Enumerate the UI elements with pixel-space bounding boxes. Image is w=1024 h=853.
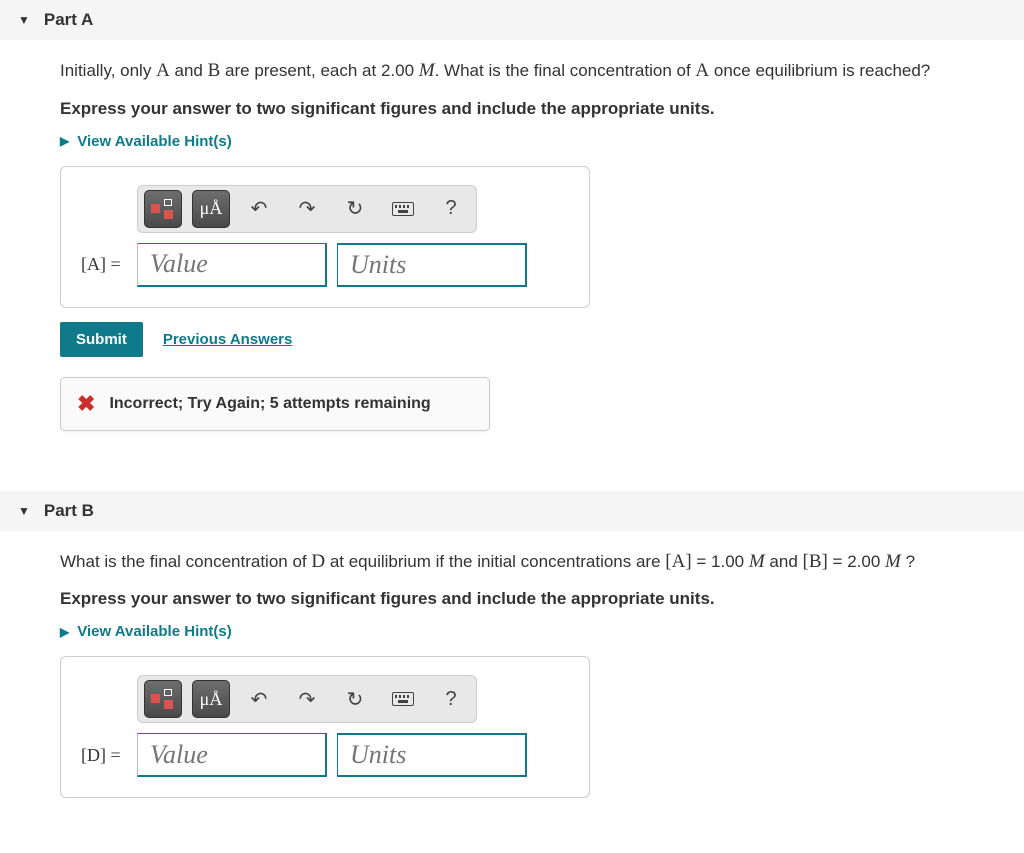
reset-button[interactable]: ↻	[336, 190, 374, 228]
answer-input-row: [D] =	[81, 733, 569, 777]
keyboard-button[interactable]	[384, 190, 422, 228]
units-symbol-button[interactable]: μÅ	[192, 190, 230, 228]
template-icon	[151, 199, 175, 219]
expand-icon: ▶	[60, 625, 69, 639]
undo-icon: ↶	[251, 687, 268, 712]
units-input[interactable]	[337, 733, 527, 777]
hints-label: View Available Hint(s)	[77, 623, 232, 640]
incorrect-icon: ✖	[77, 391, 95, 417]
previous-answers-link[interactable]: Previous Answers	[163, 331, 293, 348]
part-a-body: Initially, only A and B are present, eac…	[0, 58, 1024, 461]
units-input[interactable]	[337, 243, 527, 287]
template-button[interactable]	[144, 190, 182, 228]
expand-icon: ▶	[60, 134, 69, 148]
undo-button[interactable]: ↶	[240, 680, 278, 718]
keyboard-button[interactable]	[384, 680, 422, 718]
input-toolbar: μÅ ↶ ↷ ↻ ?	[137, 185, 477, 233]
view-hints-link[interactable]: ▶ View Available Hint(s)	[60, 133, 964, 150]
value-input[interactable]	[137, 243, 327, 287]
part-b-title: Part B	[44, 501, 94, 521]
part-b-question: What is the final concentration of D at …	[60, 549, 964, 576]
help-icon: ?	[445, 197, 456, 220]
input-toolbar: μÅ ↶ ↷ ↻ ?	[137, 675, 477, 723]
part-b-header[interactable]: ▼ Part B	[0, 491, 1024, 531]
feedback-box: ✖ Incorrect; Try Again; 5 attempts remai…	[60, 377, 490, 431]
help-icon: ?	[445, 688, 456, 711]
reset-button[interactable]: ↻	[336, 680, 374, 718]
hints-label: View Available Hint(s)	[77, 133, 232, 150]
reset-icon: ↻	[347, 196, 364, 221]
redo-icon: ↷	[299, 196, 316, 221]
help-button[interactable]: ?	[432, 680, 470, 718]
answer-card-b: μÅ ↶ ↷ ↻ ? [D] =	[60, 656, 590, 798]
part-a-question: Initially, only A and B are present, eac…	[60, 58, 964, 85]
view-hints-link[interactable]: ▶ View Available Hint(s)	[60, 623, 964, 640]
redo-button[interactable]: ↷	[288, 190, 326, 228]
part-a-header[interactable]: ▼ Part A	[0, 0, 1024, 40]
keyboard-icon	[392, 692, 414, 706]
template-button[interactable]	[144, 680, 182, 718]
action-row: Submit Previous Answers	[60, 322, 964, 357]
variable-label: [A] =	[81, 254, 127, 275]
keyboard-icon	[392, 202, 414, 216]
undo-button[interactable]: ↶	[240, 190, 278, 228]
part-b-body: What is the final concentration of D at …	[0, 549, 1024, 829]
value-input[interactable]	[137, 733, 327, 777]
collapse-icon: ▼	[18, 13, 30, 27]
help-button[interactable]: ?	[432, 190, 470, 228]
redo-icon: ↷	[299, 687, 316, 712]
answer-input-row: [A] =	[81, 243, 569, 287]
collapse-icon: ▼	[18, 504, 30, 518]
part-a-title: Part A	[44, 10, 93, 30]
part-b-instruction: Express your answer to two significant f…	[60, 589, 964, 609]
units-symbol-button[interactable]: μÅ	[192, 680, 230, 718]
undo-icon: ↶	[251, 196, 268, 221]
feedback-message: Incorrect; Try Again; 5 attempts remaini…	[109, 395, 430, 413]
variable-label: [D] =	[81, 745, 127, 766]
template-icon	[151, 689, 175, 709]
redo-button[interactable]: ↷	[288, 680, 326, 718]
answer-card-a: μÅ ↶ ↷ ↻ ? [A] =	[60, 166, 590, 308]
submit-button[interactable]: Submit	[60, 322, 143, 357]
reset-icon: ↻	[347, 687, 364, 712]
part-a-instruction: Express your answer to two significant f…	[60, 99, 964, 119]
